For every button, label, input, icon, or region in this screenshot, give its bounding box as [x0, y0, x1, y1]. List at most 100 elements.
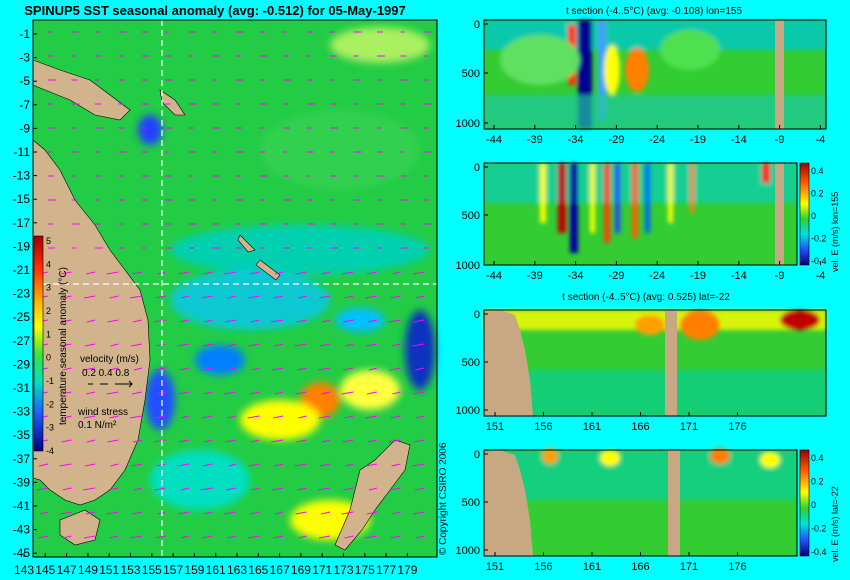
- panel-x-tick-label: 151: [486, 421, 504, 433]
- velocity-arrow: [178, 439, 190, 443]
- velocity-arrow: [319, 343, 331, 347]
- panel-x-tick-label: -34: [568, 134, 584, 146]
- map-x-tick-label: 171: [312, 563, 332, 577]
- velocity-arrow: [201, 295, 213, 299]
- velocity-arrow: [342, 439, 354, 443]
- velocity-arrow: [248, 463, 260, 467]
- velocity-arrow: [155, 295, 166, 299]
- panel2-colorbar: [799, 162, 810, 266]
- map-x-tick-label: 177: [376, 563, 396, 577]
- map-y-tick-label: -43: [13, 523, 31, 537]
- velocity-arrow: [412, 391, 425, 395]
- panel-colorbar-tick: -0.2: [811, 234, 827, 244]
- velocity-arrow: [391, 463, 401, 467]
- velocity-arrow: [389, 487, 401, 491]
- velocity-arrow: [294, 463, 307, 467]
- wind-legend-label: wind stress: [77, 407, 128, 418]
- map-x-tick-label: 153: [121, 563, 141, 577]
- panel4-colorbar-label: vel. E (m/s) lat=-22: [830, 486, 840, 562]
- sst-map: -1-3-5-7-9-11-13-15-17-19-21-23-25-27-29…: [13, 19, 438, 577]
- velocity-arrow: [204, 439, 213, 443]
- panel-x-tick-label: 176: [728, 561, 746, 573]
- panel-y-tick-label: 500: [462, 210, 480, 222]
- velocity-arrow: [227, 463, 237, 467]
- map-y-tick-label: -29: [13, 357, 31, 371]
- map-y-tick-label: -3: [19, 51, 30, 65]
- sst-colorbar-tick: -4: [46, 446, 54, 456]
- map-x-tick-label: 151: [99, 563, 119, 577]
- map-y-tick-label: -35: [13, 428, 31, 442]
- velocity-arrow: [273, 463, 284, 467]
- australia-land: [32, 139, 151, 506]
- panel-x-tick-label: -39: [527, 270, 543, 282]
- velocity-arrow: [153, 439, 166, 443]
- map-x-tick-label: 157: [163, 563, 183, 577]
- velocity-arrow: [226, 535, 237, 539]
- panel-colorbar-tick: 0.2: [811, 189, 824, 199]
- panel2-land: [775, 163, 784, 265]
- panel-x-tick-label: 156: [534, 561, 552, 573]
- new-guinea-land: [32, 59, 131, 121]
- velocity-arrow: [60, 511, 72, 515]
- velocity-arrow: [203, 511, 213, 515]
- velocity-arrow: [177, 391, 190, 395]
- map-x-tick-label: 159: [184, 563, 204, 577]
- velocity-arrow: [83, 295, 96, 299]
- velocity-arrow: [129, 295, 143, 299]
- velocity-arrow: [297, 367, 307, 371]
- panel-y-tick-label: 500: [462, 357, 480, 369]
- velocity-arrow: [225, 367, 237, 371]
- velocity-arrow: [321, 439, 331, 443]
- velocity-arrow: [392, 511, 401, 515]
- velocity-arrow: [412, 271, 425, 275]
- velocity-arrow: [247, 295, 260, 299]
- velocity-arrow: [132, 319, 143, 323]
- map-y-tick-label: -27: [13, 334, 31, 348]
- velocity-arrow: [85, 391, 96, 395]
- panel-x-tick-label: 161: [583, 561, 601, 573]
- panel-colorbar-tick: 0: [811, 211, 816, 221]
- panel-x-tick-label: -24: [649, 270, 665, 282]
- velocity-arrow: [413, 439, 425, 443]
- velocity-arrow: [249, 391, 260, 395]
- velocity-arrow: [176, 343, 190, 347]
- map-y-tick-label: -31: [13, 381, 31, 395]
- velocity-arrow: [318, 535, 331, 539]
- velocity-arrow: [180, 295, 190, 299]
- panel-x-tick-label: -9: [775, 134, 785, 146]
- velocity-arrow: [201, 415, 213, 419]
- panel-colorbar-tick: 0.2: [811, 477, 824, 487]
- velocity-arrow: [200, 487, 213, 491]
- panel-x-tick-label: -4: [816, 270, 826, 282]
- panel-colorbar-tick: 0: [811, 500, 816, 510]
- velocity-arrow: [61, 319, 72, 323]
- panel1-frame: [483, 19, 827, 130]
- velocity-arrow: [251, 367, 260, 371]
- panel-colorbar-tick: -0.4: [811, 547, 827, 557]
- velocity-arrow: [60, 271, 72, 275]
- velocity-arrow: [365, 343, 378, 347]
- velocity-arrow: [108, 367, 119, 371]
- vanuatu: [237, 234, 256, 253]
- velocity-arrow: [109, 535, 119, 539]
- velocity-arrow: [39, 511, 49, 515]
- map-x-tick-label: 169: [291, 563, 311, 577]
- sst-colorbar-tick: -3: [46, 423, 54, 433]
- velocity-arrow: [226, 295, 237, 299]
- velocity-arrow: [367, 319, 378, 323]
- map-y-tick-label: -37: [13, 452, 31, 466]
- velocity-arrow: [274, 391, 284, 395]
- panel1-land: [775, 20, 784, 129]
- map-x-tick-label: 163: [227, 563, 247, 577]
- panel3-land: [665, 310, 677, 416]
- velocity-arrow: [83, 535, 96, 539]
- velocity-arrow: [342, 319, 354, 323]
- panel1-ticks: -44 -39 -34 -29 -24 -19 -14 -9 -4 0 500 1000: [456, 19, 826, 146]
- velocity-arrow: [294, 343, 307, 347]
- velocity-arrow: [204, 319, 213, 323]
- velocity-arrow: [154, 367, 166, 371]
- map-y-tick-label: -19: [13, 239, 31, 253]
- velocity-arrow: [180, 535, 190, 539]
- map-x-tick-label: 147: [57, 563, 77, 577]
- panel-y-tick-label: 0: [474, 309, 480, 321]
